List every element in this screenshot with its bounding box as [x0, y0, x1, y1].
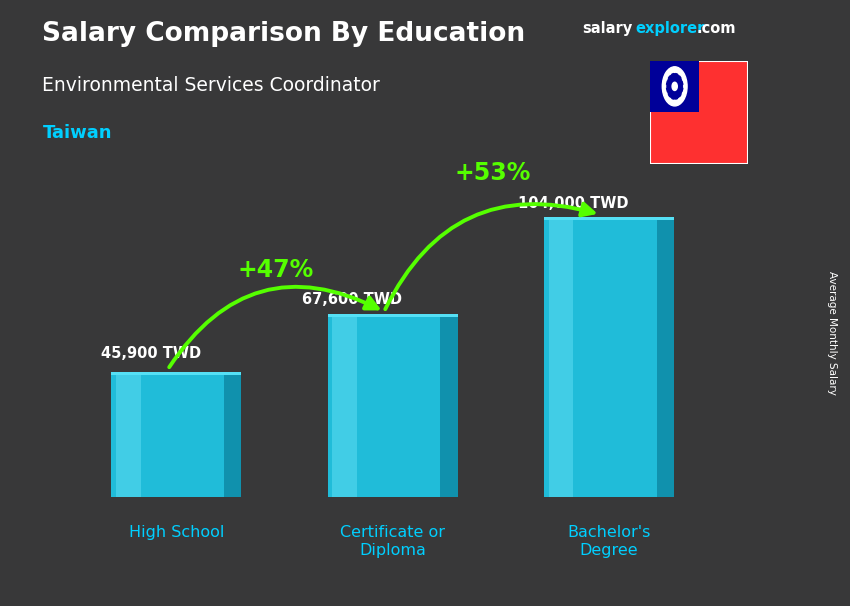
Bar	[0, 0, 850, 30]
Polygon shape	[683, 85, 687, 88]
Bar	[0, 545, 850, 576]
Polygon shape	[678, 70, 681, 76]
Bar	[0, 182, 850, 212]
Text: Bachelor's
Degree: Bachelor's Degree	[568, 525, 651, 558]
Bar	[328, 317, 440, 497]
Polygon shape	[657, 219, 674, 497]
Text: Taiwan: Taiwan	[42, 124, 112, 142]
Text: Certificate or
Diploma: Certificate or Diploma	[340, 525, 445, 558]
Polygon shape	[674, 67, 676, 73]
Bar	[116, 375, 141, 497]
Circle shape	[672, 82, 677, 90]
Polygon shape	[664, 92, 668, 96]
Text: High School: High School	[128, 525, 224, 541]
Text: Average Monthly Salary: Average Monthly Salary	[827, 271, 837, 395]
Polygon shape	[664, 77, 668, 81]
Polygon shape	[682, 77, 685, 81]
Bar	[0, 333, 850, 364]
Polygon shape	[111, 372, 241, 375]
Bar	[0, 454, 850, 485]
Bar	[548, 219, 574, 497]
Circle shape	[666, 73, 683, 99]
Bar	[0, 212, 850, 242]
Bar	[0, 242, 850, 273]
Polygon shape	[440, 317, 457, 497]
Bar	[0, 394, 850, 424]
Text: 45,900 TWD: 45,900 TWD	[100, 346, 201, 361]
Bar	[0, 273, 850, 303]
Polygon shape	[674, 99, 676, 105]
Text: salary: salary	[582, 21, 632, 36]
Bar	[0, 485, 850, 515]
Bar	[0, 152, 850, 182]
Text: explorer: explorer	[635, 21, 705, 36]
Bar	[332, 317, 357, 497]
Bar	[0, 91, 850, 121]
Text: Environmental Services Coordinator: Environmental Services Coordinator	[42, 76, 380, 95]
Circle shape	[662, 67, 687, 106]
Bar	[0, 30, 850, 61]
Bar	[111, 375, 224, 497]
Polygon shape	[682, 92, 685, 96]
Bar	[0, 576, 850, 606]
Polygon shape	[224, 375, 241, 497]
Bar	[544, 219, 657, 497]
Bar	[0, 515, 850, 545]
Text: 104,000 TWD: 104,000 TWD	[518, 196, 629, 211]
Polygon shape	[678, 97, 681, 103]
Text: .com: .com	[696, 21, 735, 36]
Bar	[0, 121, 850, 152]
Text: +53%: +53%	[454, 161, 530, 185]
Polygon shape	[544, 217, 674, 219]
Bar	[0, 303, 850, 333]
Text: 67,600 TWD: 67,600 TWD	[302, 291, 402, 307]
Bar	[0, 424, 850, 454]
Polygon shape	[669, 97, 672, 103]
Polygon shape	[328, 315, 457, 317]
Polygon shape	[663, 85, 666, 88]
Bar	[0, 61, 850, 91]
Text: Salary Comparison By Education: Salary Comparison By Education	[42, 21, 525, 47]
Bar	[0, 364, 850, 394]
Bar	[650, 61, 699, 112]
Polygon shape	[669, 70, 672, 76]
Text: +47%: +47%	[238, 258, 314, 282]
